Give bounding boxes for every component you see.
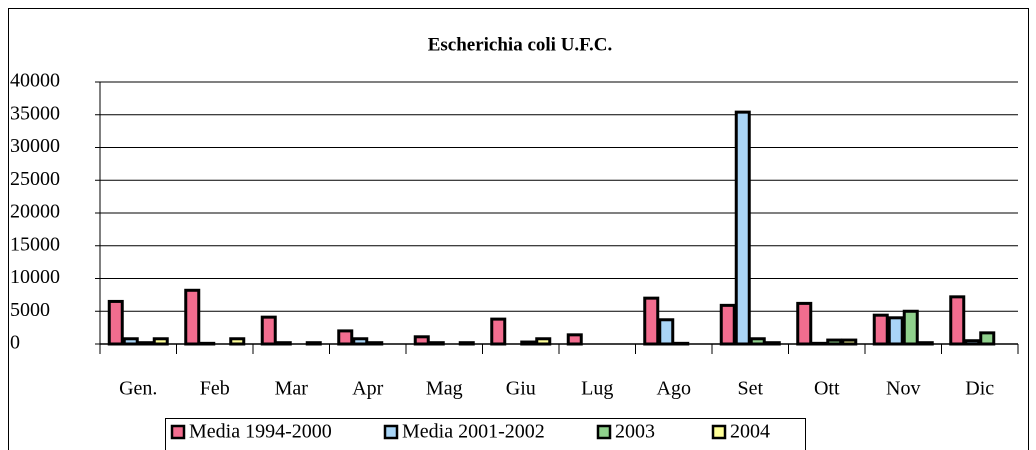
y-tick-label: 35000: [10, 102, 60, 124]
bar: [352, 337, 369, 346]
bar: [107, 299, 124, 346]
x-tick-label: Set: [737, 378, 763, 400]
bar: [184, 288, 201, 346]
bar: [734, 110, 751, 346]
bar: [122, 337, 139, 346]
bar: [229, 337, 246, 346]
bar: [872, 313, 889, 346]
y-tick-label: 10000: [10, 266, 60, 288]
legend-label: Media 1994-2000: [189, 421, 332, 443]
bar: [152, 337, 169, 346]
y-tick-label: 25000: [10, 168, 60, 190]
legend-swatch: [170, 424, 186, 440]
x-tick-label: Lug: [581, 378, 613, 400]
y-tick-label: 0: [10, 332, 20, 354]
x-tick-label: Nov: [886, 378, 920, 400]
x-tick-label: Gen.: [119, 378, 157, 400]
x-tick-label: Dic: [965, 378, 994, 400]
y-tick-label: 15000: [10, 233, 60, 255]
legend-box: [165, 418, 806, 450]
bar: [902, 309, 919, 346]
x-tick-label: Mar: [275, 378, 309, 400]
legend-label: 2003: [615, 421, 655, 443]
y-tick-label: 20000: [10, 201, 60, 223]
bar: [796, 301, 813, 346]
y-tick-label: 30000: [10, 135, 60, 157]
bar: [949, 295, 966, 346]
bar: [535, 337, 552, 346]
legend-swatch: [596, 424, 612, 440]
legend-label: Media 2001-2002: [402, 421, 545, 443]
bar: [490, 317, 507, 346]
bar: [337, 329, 354, 346]
x-tick-label: Ago: [657, 378, 691, 400]
y-tick-label: 5000: [10, 299, 50, 321]
x-tick-label: Mag: [426, 378, 463, 400]
bar: [413, 335, 430, 346]
x-tick-label: Feb: [200, 378, 230, 400]
y-tick-label: 40000: [10, 70, 60, 92]
bar: [643, 296, 660, 346]
bar: [260, 315, 277, 346]
legend-swatch: [711, 424, 727, 440]
bar: [719, 303, 736, 346]
bar: [658, 318, 675, 346]
chart-title: Escherichia coli U.F.C.: [428, 34, 613, 55]
legend-label: 2004: [730, 421, 770, 443]
bar: [979, 331, 996, 346]
bar: [749, 337, 766, 346]
x-tick-label: Apr: [352, 378, 383, 400]
bar: [887, 316, 904, 346]
x-tick-label: Giu: [506, 378, 536, 400]
x-tick-label: Ott: [814, 378, 840, 400]
bar: [566, 333, 583, 346]
legend-swatch: [383, 424, 399, 440]
